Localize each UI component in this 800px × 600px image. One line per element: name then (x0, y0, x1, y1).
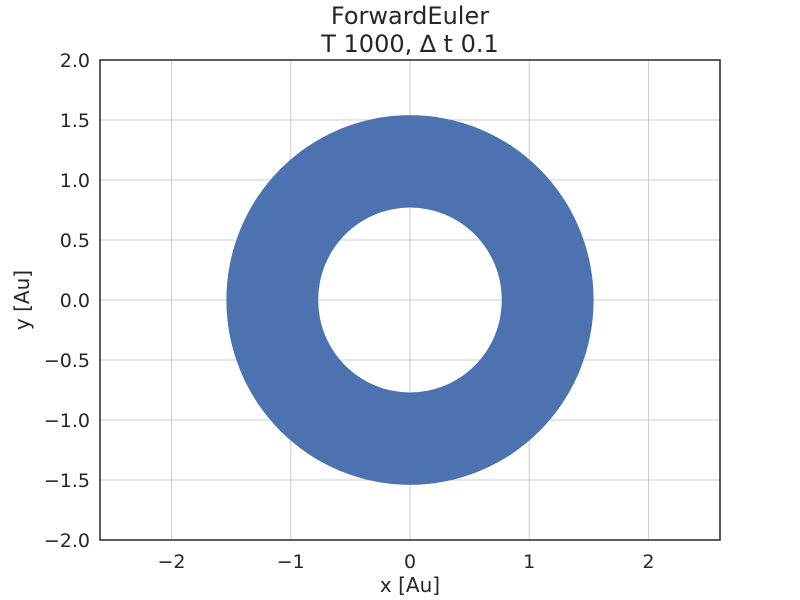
plot-frame (99, 59, 721, 541)
y-axis-label: y [Au] (10, 270, 34, 330)
y-tick-label-2: −1.0 (44, 410, 90, 432)
chart-title-line-2: T 1000, ∆ t 0.1 (320, 30, 499, 58)
x-tick-label-4: 2 (642, 551, 654, 573)
x-tick-label-1: −1 (277, 551, 305, 573)
y-tick-label-6: 1.0 (60, 170, 90, 192)
y-tick-label-8: 2.0 (60, 50, 90, 72)
y-tick-label-3: −0.5 (44, 350, 90, 372)
y-tick-labels: −2.0 −1.5 −1.0 −0.5 0.0 0.5 1.0 1.5 2.0 (44, 50, 90, 552)
x-tick-label-2: 0 (404, 551, 416, 573)
series-layer (226, 115, 594, 485)
x-tick-label-3: 1 (523, 551, 535, 573)
y-tick-label-0: −2.0 (44, 530, 90, 552)
y-tick-label-4: 0.0 (60, 290, 90, 312)
x-tick-label-0: −2 (158, 551, 186, 573)
x-tick-labels: −2 −1 0 1 2 (158, 551, 655, 573)
y-tick-label-1: −1.5 (44, 470, 90, 492)
x-axis-label: x [Au] (380, 573, 440, 597)
y-tick-label-7: 1.5 (60, 110, 90, 132)
chart-title-line-1: ForwardEuler (331, 2, 489, 30)
orbit-annulus-0 (226, 115, 594, 485)
y-tick-label-5: 0.5 (60, 230, 90, 252)
